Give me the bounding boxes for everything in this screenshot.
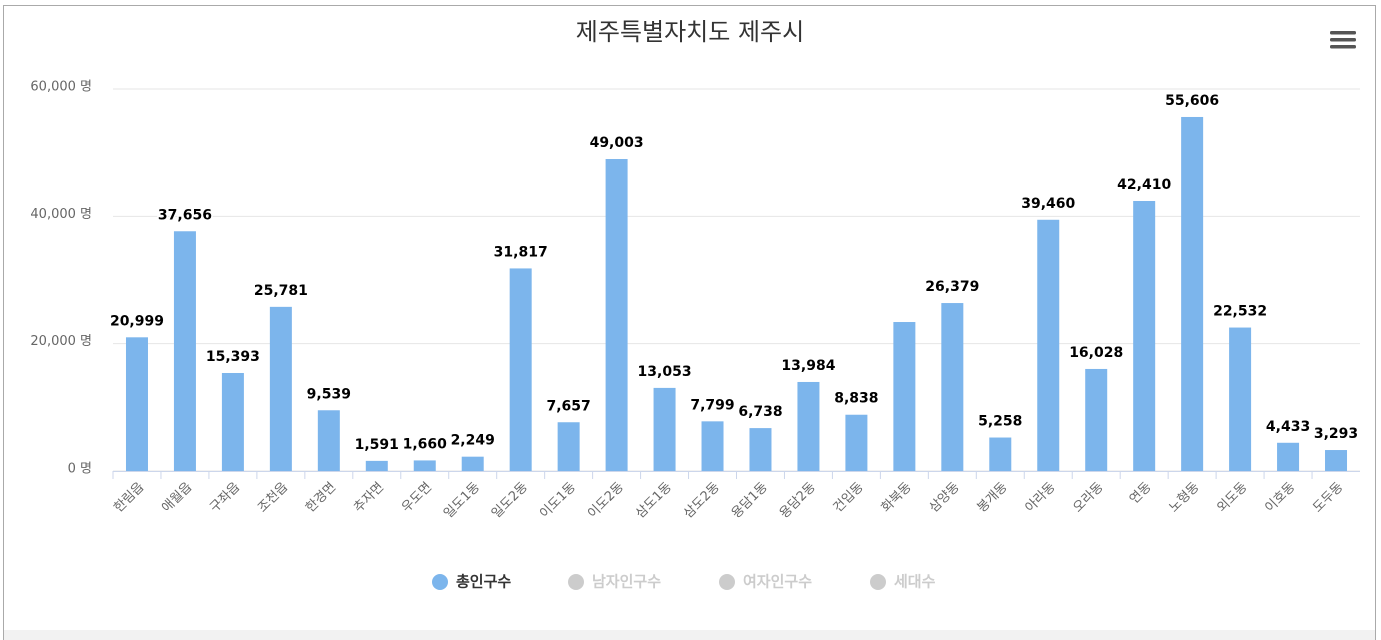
menu-bar	[1330, 45, 1356, 49]
data-label: 49,003	[590, 135, 644, 151]
menu-button[interactable]	[1330, 31, 1356, 49]
data-label: 13,984	[781, 358, 835, 374]
bar	[701, 421, 724, 471]
bar	[173, 231, 196, 471]
bar	[1133, 200, 1156, 471]
y-tick-label: 40,000 명	[30, 207, 92, 222]
data-label: 2,249	[451, 433, 495, 449]
data-label: 7,799	[690, 397, 734, 413]
data-label: 26,379	[925, 279, 979, 295]
data-label: 55,606	[1165, 93, 1219, 109]
data-label: 31,817	[494, 244, 548, 260]
data-label: 1,591	[355, 437, 399, 453]
legend-item[interactable]: 여자인구수	[719, 573, 812, 591]
data-label: 5,258	[978, 414, 1022, 430]
legend-label: 세대수	[894, 573, 936, 591]
legend-label: 여자인구수	[743, 573, 812, 591]
bar	[845, 414, 868, 471]
bar	[221, 372, 244, 471]
bar	[1181, 116, 1204, 472]
chart-title: 제주특별자치도 제주시	[576, 18, 804, 46]
data-label: 4,433	[1266, 419, 1310, 435]
data-label: 1,660	[403, 436, 448, 452]
legend-label: 총인구수	[456, 573, 511, 591]
data-label: 8,838	[834, 391, 878, 407]
y-tick-label: 0 명	[68, 462, 92, 477]
bar	[365, 460, 388, 471]
legend-item[interactable]: 총인구수	[432, 573, 511, 591]
bar	[1037, 219, 1060, 471]
legend-symbol	[568, 574, 584, 590]
bar	[509, 268, 532, 471]
data-label: 9,539	[307, 386, 351, 402]
bar	[653, 387, 676, 471]
bar	[797, 381, 820, 471]
bar	[605, 159, 628, 472]
legend-symbol	[432, 574, 448, 590]
data-label: 15,393	[206, 349, 260, 365]
legend-symbol	[719, 574, 735, 590]
data-label: 16,028	[1069, 345, 1123, 361]
bar	[749, 428, 772, 471]
footer-strip	[4, 630, 1375, 640]
bar	[941, 303, 964, 471]
data-label: 42,410	[1117, 177, 1171, 193]
data-label: 13,053	[638, 364, 692, 380]
data-label: 20,999	[110, 313, 164, 329]
menu-bar	[1330, 38, 1356, 42]
bar	[1325, 450, 1348, 471]
bar	[1277, 442, 1300, 471]
bar	[461, 456, 484, 471]
data-label: 3,293	[1314, 426, 1358, 442]
data-label: 25,781	[254, 283, 308, 299]
data-label: 22,532	[1213, 304, 1267, 320]
legend-label: 남자인구수	[592, 573, 661, 591]
legend-symbol	[870, 574, 886, 590]
data-label: 6,738	[738, 404, 782, 420]
y-tick-label: 20,000 명	[30, 334, 92, 349]
bar	[1085, 368, 1108, 471]
bar	[557, 422, 580, 471]
bar	[989, 437, 1012, 471]
bar	[1229, 327, 1252, 471]
data-label: 39,460	[1021, 196, 1075, 212]
bar	[317, 410, 340, 471]
y-tick-label: 60,000 명	[30, 80, 92, 95]
menu-bar	[1330, 31, 1356, 35]
legend-item[interactable]: 세대수	[870, 573, 936, 591]
data-label: 37,656	[158, 207, 212, 223]
data-label: 7,657	[546, 398, 590, 414]
legend-item[interactable]: 남자인구수	[568, 573, 661, 591]
bar	[125, 337, 148, 471]
bar	[893, 322, 916, 471]
bar	[413, 460, 436, 471]
bar	[269, 306, 292, 471]
